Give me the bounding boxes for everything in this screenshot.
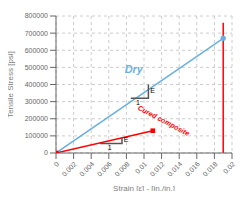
- svg-text:0.002: 0.002: [60, 160, 77, 177]
- svg-text:0.004: 0.004: [78, 160, 95, 177]
- svg-text:800000: 800000: [25, 12, 48, 19]
- svg-text:Tensile Stress [psi]: Tensile Stress [psi]: [8, 51, 15, 118]
- svg-text:E: E: [150, 87, 155, 94]
- svg-text:Strain [ε] - [in./in.]: Strain [ε] - [in./in.]: [113, 184, 175, 191]
- svg-text:E: E: [124, 136, 129, 143]
- svg-text:0.008: 0.008: [113, 160, 130, 177]
- svg-text:300000: 300000: [25, 98, 48, 105]
- svg-text:0.01: 0.01: [134, 160, 149, 175]
- svg-text:1: 1: [135, 98, 140, 106]
- svg-text:Cured composite: Cured composite: [136, 104, 190, 138]
- svg-text:500000: 500000: [25, 64, 48, 71]
- svg-text:0.02: 0.02: [222, 160, 237, 175]
- svg-text:1: 1: [108, 144, 112, 151]
- svg-text:0: 0: [53, 160, 61, 168]
- svg-text:0.014: 0.014: [166, 160, 183, 177]
- svg-text:Dry: Dry: [125, 63, 144, 75]
- svg-text:0.018: 0.018: [201, 160, 218, 177]
- svg-text:0.012: 0.012: [148, 160, 165, 177]
- svg-text:200000: 200000: [25, 115, 48, 122]
- svg-text:700000: 700000: [25, 30, 48, 37]
- svg-text:0.016: 0.016: [184, 160, 201, 177]
- svg-text:0.006: 0.006: [96, 160, 113, 177]
- svg-text:600000: 600000: [25, 47, 48, 54]
- svg-text:100000: 100000: [25, 132, 48, 139]
- svg-text:400000: 400000: [25, 81, 48, 88]
- svg-text:0: 0: [44, 149, 48, 156]
